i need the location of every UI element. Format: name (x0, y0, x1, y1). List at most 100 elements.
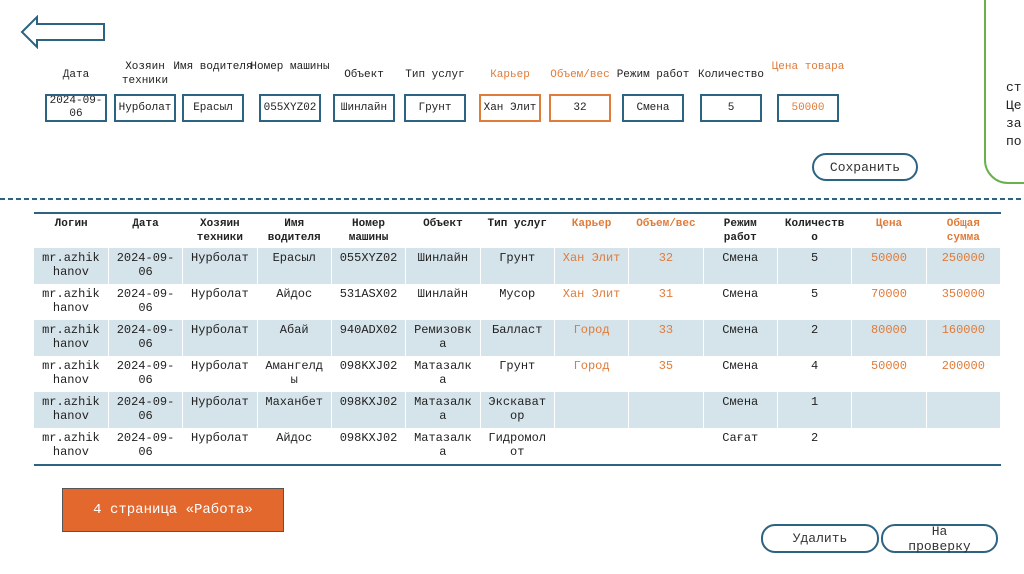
column-header: Тип услуг (487, 218, 547, 230)
table-cell: Абай (257, 320, 332, 356)
table-cell: Город (554, 320, 630, 356)
table-cell (851, 428, 927, 465)
table-cell: Хан Элит (554, 248, 630, 284)
field-input[interactable]: Нурболат (114, 94, 176, 122)
field-input[interactable]: 2024-09-06 (45, 94, 107, 122)
table-cell: Смена (703, 392, 778, 428)
review-button[interactable]: На проверку (881, 524, 998, 554)
table-cell: 50000 (851, 356, 927, 392)
field-input[interactable]: Хан Элит (479, 94, 541, 122)
table-cell: mr.azhikhanov (34, 248, 109, 284)
table-cell: Балласт (480, 320, 555, 356)
table-cell: 1 (777, 392, 853, 428)
table-cell: Амангелды (257, 356, 332, 392)
table-cell: 200000 (926, 356, 1002, 392)
table-cell: 098KXJ02 (331, 356, 407, 392)
table-cell: Смена (703, 320, 778, 356)
table-cell: Ерасыл (257, 248, 332, 284)
column-header: Объем/вес (636, 218, 696, 230)
field-label: Цена товара (771, 61, 845, 73)
table-cell: mr.azhikhanov (34, 320, 109, 356)
table-cell: Матазалка (405, 356, 481, 392)
back-arrow[interactable] (20, 15, 110, 49)
table-cell: Нурболат (182, 356, 258, 392)
table-cell (554, 428, 630, 465)
column-header: Номер машины (348, 218, 389, 244)
column-header: Хозяин техники (196, 218, 243, 244)
field-input[interactable]: Смена (622, 94, 684, 122)
field-label: Номер машины (250, 61, 330, 73)
table-cell: 35 (628, 356, 704, 392)
header-row: Логин Дата Хозяин техники Имя водителя Номер… (34, 213, 1001, 248)
table-cell: mr.azhikhanov (34, 356, 109, 392)
field-label: Дата (62, 69, 90, 81)
page-label: 4 страница «Работа» (62, 488, 284, 532)
table-cell: 2024-09-06 (108, 320, 184, 356)
table-cell: 055XYZ02 (331, 248, 407, 284)
column-header: Цена (875, 218, 903, 230)
table-cell: 70000 (851, 284, 927, 320)
table-cell: Матазалка (405, 428, 481, 465)
table-cell: Нурболат (182, 320, 258, 356)
table-cell: Айдос (257, 428, 332, 465)
table-cell: Нурболат (182, 248, 258, 284)
table-cell: Грунт (480, 248, 555, 284)
table-row: mr.azhikhanov 2024-09-06 Нурболат Айдос 531A… (34, 284, 1002, 320)
table-cell: Экскаватор (480, 392, 555, 428)
table-cell: Город (554, 356, 630, 392)
table-body: mr.azhikhanov 2024-09-06 Нурболат Ерасыл 055… (34, 248, 1002, 465)
field-input[interactable]: 5 (700, 94, 762, 122)
column-header: Карьер (571, 218, 612, 230)
table-cell: 33 (628, 320, 704, 356)
field-label: Режим работ (616, 69, 690, 81)
delete-button[interactable]: Удалить (761, 524, 879, 553)
table-cell: 32 (628, 248, 704, 284)
table-cell: Матазалка (405, 392, 481, 428)
column-header: Объект (423, 218, 463, 230)
field-input[interactable]: 055XYZ02 (259, 94, 321, 122)
column-header: Количество (784, 218, 845, 244)
table-cell (851, 392, 927, 428)
table-cell: Смена (703, 248, 778, 284)
table-row: mr.azhikhanov 2024-09-06 Нурболат Маханбет 0… (34, 392, 1002, 428)
field-label: Объект (344, 69, 384, 81)
field-input[interactable]: 32 (549, 94, 611, 122)
table-cell: Шинлайн (405, 284, 481, 320)
field-label: Хозяин техники (121, 61, 169, 87)
field-label: Имя водителя (173, 61, 253, 73)
column-header: Общая сумма (946, 218, 980, 244)
table-cell (926, 392, 1002, 428)
table-cell: 80000 (851, 320, 927, 356)
table-cell (628, 428, 704, 465)
side-text: за (1006, 116, 1022, 131)
table-cell: 2024-09-06 (108, 392, 184, 428)
table-cell: 250000 (926, 248, 1002, 284)
table-cell: Нурболат (182, 428, 258, 465)
save-button[interactable]: Сохранить (812, 153, 918, 181)
table-cell: 5 (777, 248, 853, 284)
side-text: ст (1006, 80, 1022, 95)
table-cell (926, 428, 1002, 465)
table-cell: 940ADX02 (331, 320, 407, 356)
field-input[interactable]: Шинлайн (333, 94, 395, 122)
field-input[interactable]: 50000 (777, 94, 839, 122)
table-cell: Смена (703, 284, 778, 320)
side-text: по (1006, 134, 1022, 149)
table-cell: Шинлайн (405, 248, 481, 284)
table-cell: 31 (628, 284, 704, 320)
table-cell: 160000 (926, 320, 1002, 356)
table-cell: Нурболат (182, 284, 258, 320)
table-cell: Ремизовка (405, 320, 481, 356)
side-text: Це (1006, 98, 1022, 113)
field-label: Количество (697, 69, 764, 81)
table-cell: 4 (777, 356, 853, 392)
table-cell: mr.azhikhanov (34, 284, 109, 320)
table-cell: Гидромолот (480, 428, 555, 465)
table-cell: 2024-09-06 (108, 356, 184, 392)
field-input[interactable]: Ерасыл (182, 94, 244, 122)
field-input[interactable]: Грунт (404, 94, 466, 122)
column-header: Режим работ (723, 218, 757, 244)
table-cell: Сағат (703, 428, 778, 465)
field-label: Карьер (490, 69, 530, 81)
